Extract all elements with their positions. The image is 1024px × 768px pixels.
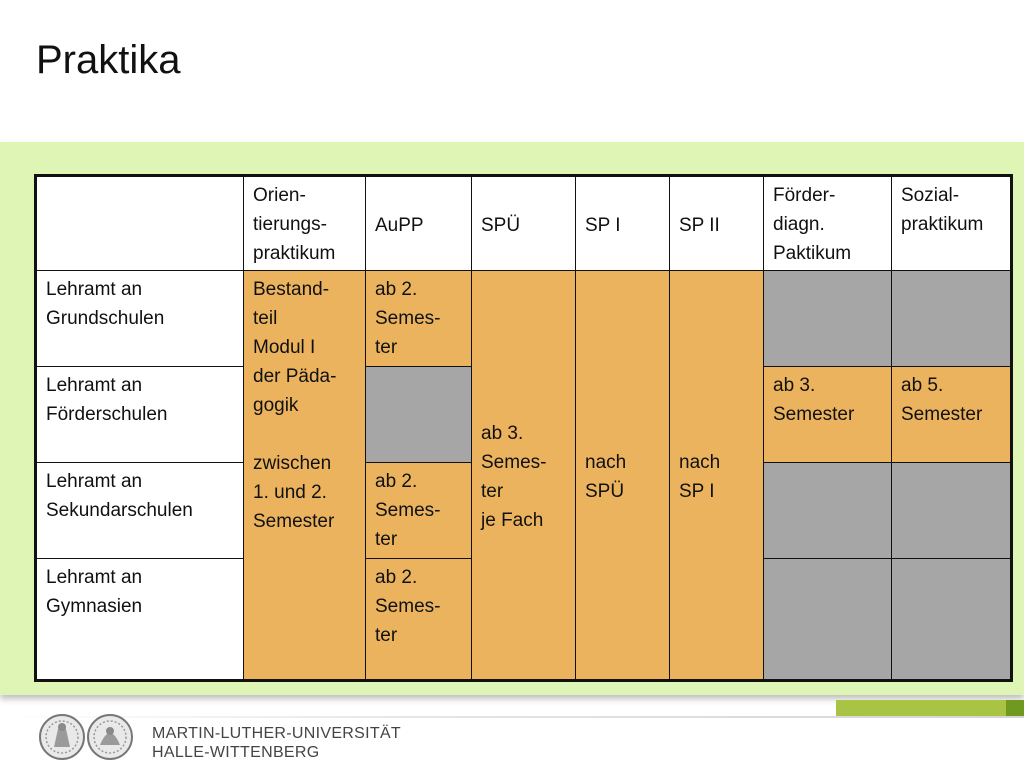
table-row: Lehramt an Förderschulen ab 3. Semester …: [35, 366, 1012, 463]
foerder-sekundarschulen-na: [763, 462, 892, 559]
sp2-cell: nach SP I: [669, 270, 764, 681]
header-foerderdiagnostik: Förder- diagn. Paktikum: [763, 175, 892, 271]
university-name: MARTIN-LUTHER-UNIVERSITÄT HALLE-WITTENBE…: [152, 724, 401, 762]
aupp-gymnasien: ab 2. Semes- ter: [365, 558, 472, 681]
footer-divider: [0, 716, 1024, 718]
row-label-foerderschulen: Lehramt an Förderschulen: [35, 366, 244, 463]
aupp-foerderschulen-na: [365, 366, 472, 463]
table-row: Lehramt an Grundschulen Bestand- teil Mo…: [35, 270, 1012, 681]
sozial-grundschulen-na: [891, 270, 1012, 367]
table-header-row: Orien- tierungs- praktikum AuPP SPÜ SP I…: [35, 175, 1012, 271]
praktika-table: Orien- tierungs- praktikum AuPP SPÜ SP I…: [34, 174, 1013, 682]
university-name-line1: MARTIN-LUTHER-UNIVERSITÄT: [152, 725, 401, 742]
sozial-sekundarschulen-na: [891, 462, 1012, 559]
table-row: Lehramt an Gymnasien ab 2. Semes- ter: [35, 558, 1012, 681]
sp1-cell: nach SPÜ: [575, 270, 670, 681]
sozial-foerderschulen: ab 5. Semester: [891, 366, 1012, 463]
aupp-sekundarschulen: ab 2. Semes- ter: [365, 462, 472, 559]
sozial-gymnasien-na: [891, 558, 1012, 681]
header-spue: SPÜ: [471, 175, 576, 271]
header-sp1: SP I: [575, 175, 670, 271]
spue-cell: ab 3. Semes- ter je Fach: [471, 270, 576, 681]
row-label-gymnasien: Lehramt an Gymnasien: [35, 558, 244, 681]
footer-accent-bar: [836, 700, 1024, 716]
page-title: Praktika: [36, 38, 181, 82]
header-sozialpraktikum: Sozial- praktikum: [891, 175, 1012, 271]
university-seal-icon: [39, 714, 85, 760]
orientierung-cell: Bestand- teil Modul I der Päda- gogik zw…: [243, 270, 366, 681]
row-label-grundschulen: Lehramt an Grundschulen: [35, 270, 244, 367]
foerder-foerderschulen: ab 3. Semester: [763, 366, 892, 463]
header-cell-empty: [35, 175, 244, 271]
row-label-sekundarschulen: Lehramt an Sekundarschulen: [35, 462, 244, 559]
university-seal-icon: [87, 714, 133, 760]
table-row: Lehramt an Sekundarschulen ab 2. Semes- …: [35, 462, 1012, 559]
header-aupp: AuPP: [365, 175, 472, 271]
foerder-gymnasien-na: [763, 558, 892, 681]
header-orientierungspraktikum: Orien- tierungs- praktikum: [243, 175, 366, 271]
university-name-line2: HALLE-WITTENBERG: [152, 744, 320, 761]
header-sp2: SP II: [669, 175, 764, 271]
aupp-grundschulen: ab 2. Semes- ter: [365, 270, 472, 367]
foerder-grundschulen-na: [763, 270, 892, 367]
